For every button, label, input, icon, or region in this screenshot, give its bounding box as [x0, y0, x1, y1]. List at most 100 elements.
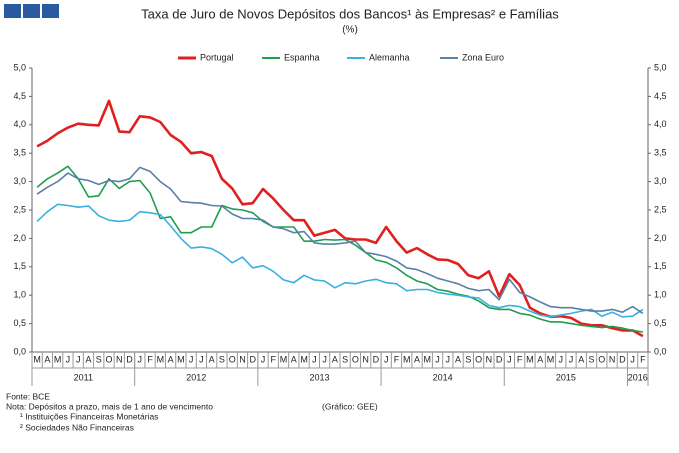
logo-square: [42, 4, 59, 18]
legend-label: Espanha: [284, 52, 320, 62]
x-tick-label: O: [105, 354, 112, 364]
x-tick-label: J: [384, 354, 389, 364]
note: ² Sociedades Não Financeiras: [20, 422, 134, 432]
x-tick-label: J: [558, 354, 563, 364]
x-tick-label: F: [517, 354, 523, 364]
x-tick-label: S: [589, 354, 595, 364]
y-tick-label: 5,0: [13, 62, 26, 72]
x-tick-label: A: [85, 354, 91, 364]
x-tick-label: M: [157, 354, 165, 364]
x-tick-label: A: [537, 354, 543, 364]
note: Fonte: BCE: [6, 391, 50, 401]
x-tick-label: J: [66, 354, 71, 364]
x-tick-label: F: [271, 354, 277, 364]
series-line: [36, 203, 644, 318]
y2-tick-label: 5,0: [654, 62, 667, 72]
year-label: 2013: [309, 372, 329, 382]
x-tick-label: J: [199, 354, 204, 364]
y-tick-label: 3,5: [13, 148, 26, 158]
y2-tick-label: 3,0: [654, 176, 667, 186]
x-tick-label: O: [475, 354, 482, 364]
y2-tick-label: 1,5: [654, 261, 667, 271]
x-tick-label: N: [116, 354, 123, 364]
note: ¹ Instituições Financeiras Monetárias: [20, 411, 158, 421]
y2-tick-label: 0,0: [654, 346, 667, 356]
x-tick-label: M: [300, 354, 308, 364]
legend-label: Alemanha: [369, 52, 410, 62]
x-tick-label: J: [138, 354, 143, 364]
x-tick-label: A: [578, 354, 584, 364]
x-tick-label: M: [54, 354, 62, 364]
x-tick-label: M: [526, 354, 534, 364]
series-line: [36, 165, 644, 333]
x-tick-label: D: [373, 354, 380, 364]
y-tick-label: 2,5: [13, 204, 26, 214]
series-line: [36, 166, 644, 315]
x-tick-label: A: [291, 354, 297, 364]
y2-tick-label: 1,0: [654, 290, 667, 300]
x-tick-label: O: [229, 354, 236, 364]
x-tick-label: N: [609, 354, 616, 364]
x-tick-label: A: [44, 354, 50, 364]
x-tick-label: J: [76, 354, 81, 364]
y2-tick-label: 4,0: [654, 119, 667, 129]
x-tick-label: J: [446, 354, 451, 364]
x-tick-label: F: [640, 354, 646, 364]
year-label: 2014: [433, 372, 453, 382]
x-tick-label: S: [342, 354, 348, 364]
credit: (Gráfico: GEE): [322, 401, 378, 411]
x-tick-label: M: [424, 354, 432, 364]
year-label: 2015: [556, 372, 576, 382]
y2-tick-label: 3,5: [654, 148, 667, 158]
x-tick-label: D: [249, 354, 256, 364]
x-tick-label: M: [403, 354, 411, 364]
y-tick-label: 4,0: [13, 119, 26, 129]
x-tick-label: S: [219, 354, 225, 364]
x-tick-label: N: [362, 354, 369, 364]
y-tick-label: 0,5: [13, 318, 26, 328]
x-tick-label: M: [280, 354, 288, 364]
y2-tick-label: 0,5: [654, 318, 667, 328]
y-tick-label: 1,0: [13, 290, 26, 300]
x-tick-label: M: [547, 354, 555, 364]
x-tick-label: J: [261, 354, 266, 364]
x-tick-label: D: [619, 354, 626, 364]
x-tick-label: A: [332, 354, 338, 364]
x-tick-label: A: [168, 354, 174, 364]
x-tick-label: M: [177, 354, 185, 364]
y-tick-label: 3,0: [13, 176, 26, 186]
x-tick-label: A: [209, 354, 215, 364]
chart-title: Taxa de Juro de Novos Depósitos dos Banc…: [141, 6, 559, 21]
logo-square: [23, 4, 40, 18]
x-tick-label: D: [126, 354, 133, 364]
x-tick-label: J: [507, 354, 512, 364]
x-tick-label: F: [147, 354, 153, 364]
x-tick-label: J: [189, 354, 194, 364]
y2-tick-label: 2,5: [654, 204, 667, 214]
y2-tick-label: 2,0: [654, 233, 667, 243]
x-tick-label: N: [239, 354, 246, 364]
x-tick-label: J: [435, 354, 440, 364]
year-label: 2016: [628, 372, 648, 382]
y-tick-label: 4,5: [13, 91, 26, 101]
x-tick-label: N: [486, 354, 493, 364]
legend-label: Portugal: [200, 52, 234, 62]
y-tick-label: 1,5: [13, 261, 26, 271]
x-tick-label: J: [322, 354, 327, 364]
logo-square: [4, 4, 21, 18]
x-tick-label: J: [630, 354, 635, 364]
x-tick-label: M: [33, 354, 41, 364]
x-tick-label: A: [414, 354, 420, 364]
x-tick-label: A: [455, 354, 461, 364]
year-label: 2011: [74, 372, 93, 382]
x-tick-label: S: [465, 354, 471, 364]
y2-tick-label: 4,5: [654, 91, 667, 101]
x-tick-label: F: [394, 354, 400, 364]
x-tick-label: D: [496, 354, 503, 364]
x-tick-label: O: [352, 354, 359, 364]
year-label: 2012: [186, 372, 206, 382]
x-tick-label: J: [569, 354, 574, 364]
y-tick-label: 0,0: [13, 346, 26, 356]
series-line: [36, 99, 644, 338]
